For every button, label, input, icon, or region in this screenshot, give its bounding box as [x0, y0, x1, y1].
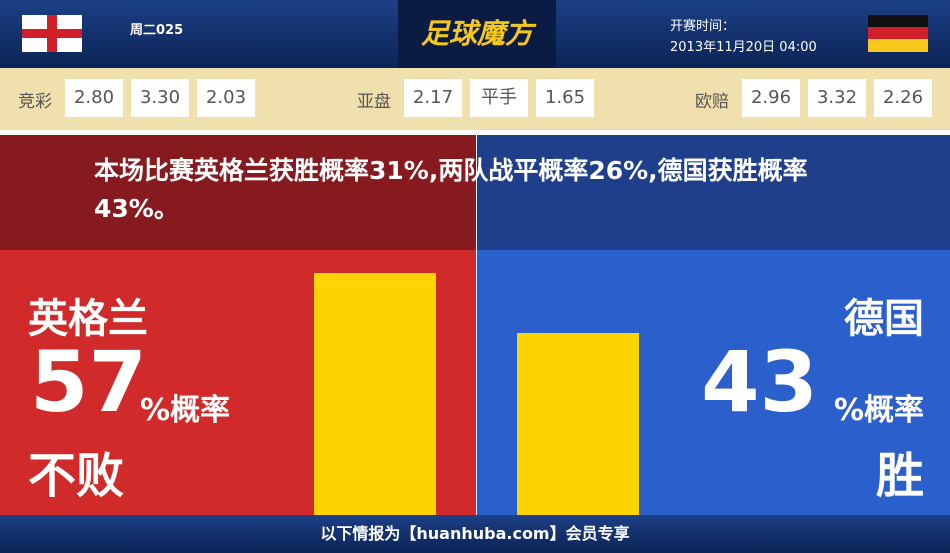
germany-flag	[868, 15, 928, 52]
header: 周二025 足球魔方 开赛时间： 2013年11月20日 04:00	[0, 0, 950, 68]
odds-value: 3.32	[808, 79, 866, 117]
logo: 足球魔方	[398, 0, 556, 68]
odds-value: 2.80	[65, 79, 123, 117]
odds-value: 3.30	[131, 79, 189, 117]
summary: 本场比赛英格兰获胜概率31%,两队战平概率26%,德国获胜概率43%。	[94, 156, 808, 223]
odds-bar: 竞彩 2.80 3.30 2.03 亚盘 2.17 平手 1.65 欧赔 2.96 3.32 2.26	[0, 68, 950, 130]
odds-value: 平手	[470, 79, 528, 117]
home-value: 57	[30, 333, 147, 431]
odds-value: 2.96	[742, 79, 800, 117]
away-team: 德国	[844, 296, 924, 342]
odds-label: 亚盘	[357, 92, 391, 112]
odds-value: 2.26	[874, 79, 932, 117]
odds-value: 2.17	[404, 79, 462, 117]
odds-label: 欧赔	[695, 92, 729, 112]
away-bar	[517, 332, 639, 515]
away-value: 43	[701, 333, 818, 431]
away-panel: 德国 43 %概率 胜	[477, 250, 950, 515]
summary-bg-right	[477, 135, 950, 250]
odds-value: 2.03	[197, 79, 255, 117]
home-outcome: 不败	[28, 448, 125, 504]
home-panel: 英格兰 57 %概率 不败	[0, 250, 476, 515]
home-unit: %概率	[140, 393, 231, 428]
odds-label: 竞彩	[18, 92, 52, 112]
kickoff-label: 开赛时间：	[670, 19, 736, 34]
footer: 以下情报为【huanhuba.com】会员专享	[0, 515, 950, 553]
away-outcome: 胜	[875, 448, 924, 504]
home-team: 英格兰	[28, 296, 148, 342]
kickoff-time: 2013年11月20日 04:00	[670, 40, 817, 55]
odds-value: 1.65	[536, 79, 594, 117]
summary-bg-left	[0, 135, 476, 250]
away-unit: %概率	[833, 393, 924, 428]
home-bar	[314, 273, 436, 515]
england-flag	[22, 15, 82, 52]
match-no: 周二025	[130, 23, 184, 38]
